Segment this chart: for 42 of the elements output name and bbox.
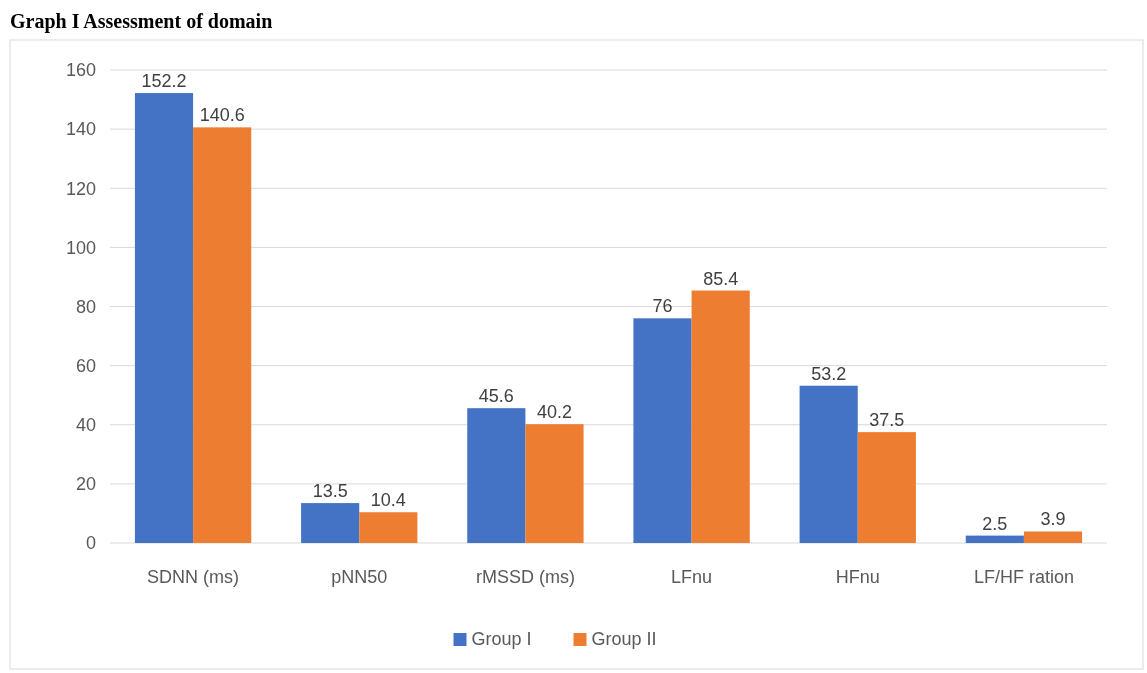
- bar: [134, 93, 194, 543]
- bar: [691, 290, 750, 543]
- x-tick-label: pNN50: [331, 567, 388, 587]
- bar: [193, 127, 252, 543]
- bar: [467, 408, 526, 543]
- data-label: 53.2: [811, 363, 847, 384]
- bar: [525, 424, 584, 543]
- bar: [1023, 531, 1083, 543]
- y-tick-label: 0: [85, 533, 96, 554]
- chart-title: Graph I Assessment of domain: [10, 10, 273, 33]
- bar: [301, 503, 360, 543]
- legend-label: Group II: [591, 629, 657, 649]
- data-label: 152.2: [141, 71, 187, 92]
- data-label: 3.9: [1040, 509, 1066, 530]
- bar: [633, 318, 692, 543]
- x-tick-label: SDNN (ms): [147, 567, 240, 587]
- y-tick-label: 100: [65, 237, 96, 258]
- x-tick-label: LFnu: [671, 567, 713, 587]
- x-tick-label: HFnu: [835, 567, 880, 587]
- y-tick-label: 20: [75, 474, 96, 495]
- y-tick-label: 140: [65, 119, 96, 140]
- data-label: 76: [652, 296, 673, 317]
- data-label: 40.2: [536, 402, 573, 423]
- y-tick-label: 40: [75, 415, 96, 436]
- x-tick-label: rMSSD (ms): [475, 567, 575, 587]
- data-label: 13.5: [312, 481, 348, 502]
- data-label: 85.4: [703, 268, 739, 289]
- x-tick-label: LF/HF ration: [973, 567, 1074, 587]
- data-label: 10.4: [370, 490, 406, 511]
- bar: [799, 385, 858, 543]
- data-label: 2.5: [982, 513, 1008, 534]
- bar: [857, 432, 916, 543]
- data-label: 37.5: [869, 410, 905, 431]
- legend-label: Group I: [471, 629, 532, 649]
- y-tick-label: 80: [75, 296, 96, 317]
- y-tick-label: 120: [65, 178, 96, 199]
- bar: [965, 535, 1024, 543]
- y-tick-label: 60: [75, 355, 96, 376]
- data-label: 140.6: [199, 105, 245, 126]
- y-tick-label: 160: [65, 60, 96, 81]
- bar: [359, 512, 418, 543]
- data-label: 45.6: [478, 386, 514, 407]
